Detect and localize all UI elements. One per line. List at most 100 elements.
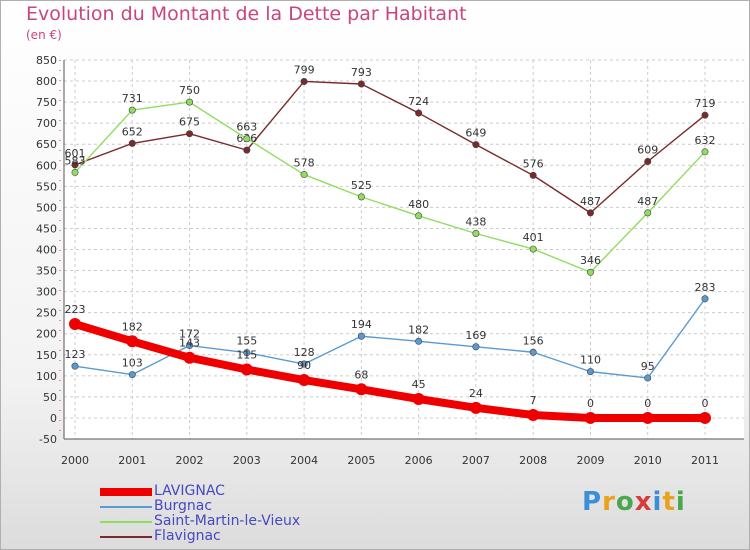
data-point: [71, 362, 79, 370]
data-label: 583: [65, 154, 86, 167]
data-point: [641, 411, 654, 424]
y-tick-label: 550: [36, 180, 57, 193]
data-label: 576: [523, 157, 544, 170]
data-point: [586, 268, 594, 276]
data-label: 90: [297, 359, 311, 372]
x-tick-label: 2002: [176, 454, 204, 467]
proxiti-logo: Proxiti: [582, 487, 686, 517]
data-label: 194: [351, 318, 372, 331]
data-point: [644, 157, 652, 165]
data-label: 155: [236, 335, 257, 348]
data-label: 799: [294, 63, 315, 76]
y-tick-label: 500: [36, 201, 57, 214]
data-label: 609: [637, 143, 658, 156]
series-line-burgnac: [74, 298, 706, 379]
data-label: 103: [122, 357, 143, 370]
data-label: 719: [695, 97, 716, 110]
data-point: [69, 318, 81, 331]
y-tick-label: 400: [36, 244, 57, 257]
data-label: 578: [294, 157, 315, 170]
data-label: 487: [637, 195, 658, 208]
data-label: 143: [179, 337, 200, 350]
legend-swatch: [100, 536, 152, 538]
data-label: 480: [408, 198, 429, 211]
x-tick-label: 2004: [290, 454, 318, 467]
data-label: 45: [412, 378, 426, 391]
data-point: [357, 193, 365, 201]
x-tick-label: 2003: [233, 454, 261, 467]
data-label: 223: [65, 303, 86, 316]
y-tick-label: 200: [36, 328, 57, 341]
data-point: [644, 374, 652, 382]
data-point: [701, 111, 709, 119]
data-point: [126, 335, 139, 348]
data-label: 0: [644, 397, 651, 410]
logo-letter: x: [634, 487, 653, 517]
y-tick-label: 850: [36, 54, 57, 67]
data-label: 750: [179, 84, 200, 97]
data-point: [529, 171, 537, 179]
data-label: 601: [65, 147, 86, 160]
data-point: [240, 363, 253, 376]
data-point: [586, 209, 594, 217]
legend-label: Saint-Martin-le-Vieux: [154, 513, 301, 529]
x-tick-label: 2005: [347, 454, 375, 467]
data-label: 283: [695, 281, 716, 294]
data-label: 649: [465, 127, 486, 140]
data-label: 95: [641, 360, 655, 373]
data-point: [584, 411, 597, 424]
data-point: [415, 109, 423, 117]
data-label: 401: [523, 231, 544, 244]
y-tick-label: -50: [39, 433, 57, 446]
data-point: [355, 383, 368, 396]
data-label: 182: [408, 323, 429, 336]
data-label: 123: [65, 348, 86, 361]
data-point: [472, 343, 480, 351]
logo-letter: r: [602, 487, 616, 517]
data-point: [469, 401, 482, 414]
data-label: 663: [236, 121, 257, 134]
x-tick-label: 2007: [462, 454, 490, 467]
data-point: [529, 245, 537, 253]
legend-label: Burgnac: [154, 498, 213, 514]
data-point: [186, 130, 194, 138]
data-point: [183, 351, 196, 364]
data-label: 525: [351, 179, 372, 192]
data-label: 110: [580, 354, 601, 367]
data-point: [527, 408, 540, 421]
legend-swatch: [100, 488, 152, 496]
data-point: [186, 98, 194, 106]
data-label: 632: [695, 134, 716, 147]
y-tick-label: 250: [36, 307, 57, 320]
y-tick-label: 100: [36, 370, 57, 383]
series-line-flavignac: [74, 80, 706, 214]
data-label: 438: [465, 215, 486, 228]
x-tick-label: 2001: [118, 454, 146, 467]
x-tick-label: 2010: [634, 454, 662, 467]
y-tick-label: 750: [36, 96, 57, 109]
data-label: 169: [465, 329, 486, 342]
series-line-saint-martin-le-vieux: [74, 101, 706, 273]
logo-letter: o: [615, 487, 635, 517]
legend-swatch: [100, 521, 152, 523]
data-label: 182: [122, 320, 143, 333]
legend-label: Flavignac: [154, 528, 221, 544]
data-label: 7: [530, 394, 537, 407]
data-label: 724: [408, 95, 429, 108]
data-point: [699, 411, 711, 424]
data-label: 675: [179, 116, 200, 129]
data-point: [415, 337, 423, 345]
data-point: [357, 332, 365, 340]
data-point: [71, 168, 79, 176]
y-tick-label: 450: [36, 222, 57, 235]
data-label: 0: [702, 397, 709, 410]
legend-swatch: [100, 506, 152, 508]
data-point: [300, 171, 308, 179]
y-tick-label: 800: [36, 75, 57, 88]
data-point: [128, 371, 136, 379]
data-point: [412, 392, 425, 405]
data-label: 731: [122, 92, 143, 105]
x-tick-label: 2011: [691, 454, 719, 467]
logo-letter: i: [652, 487, 663, 517]
